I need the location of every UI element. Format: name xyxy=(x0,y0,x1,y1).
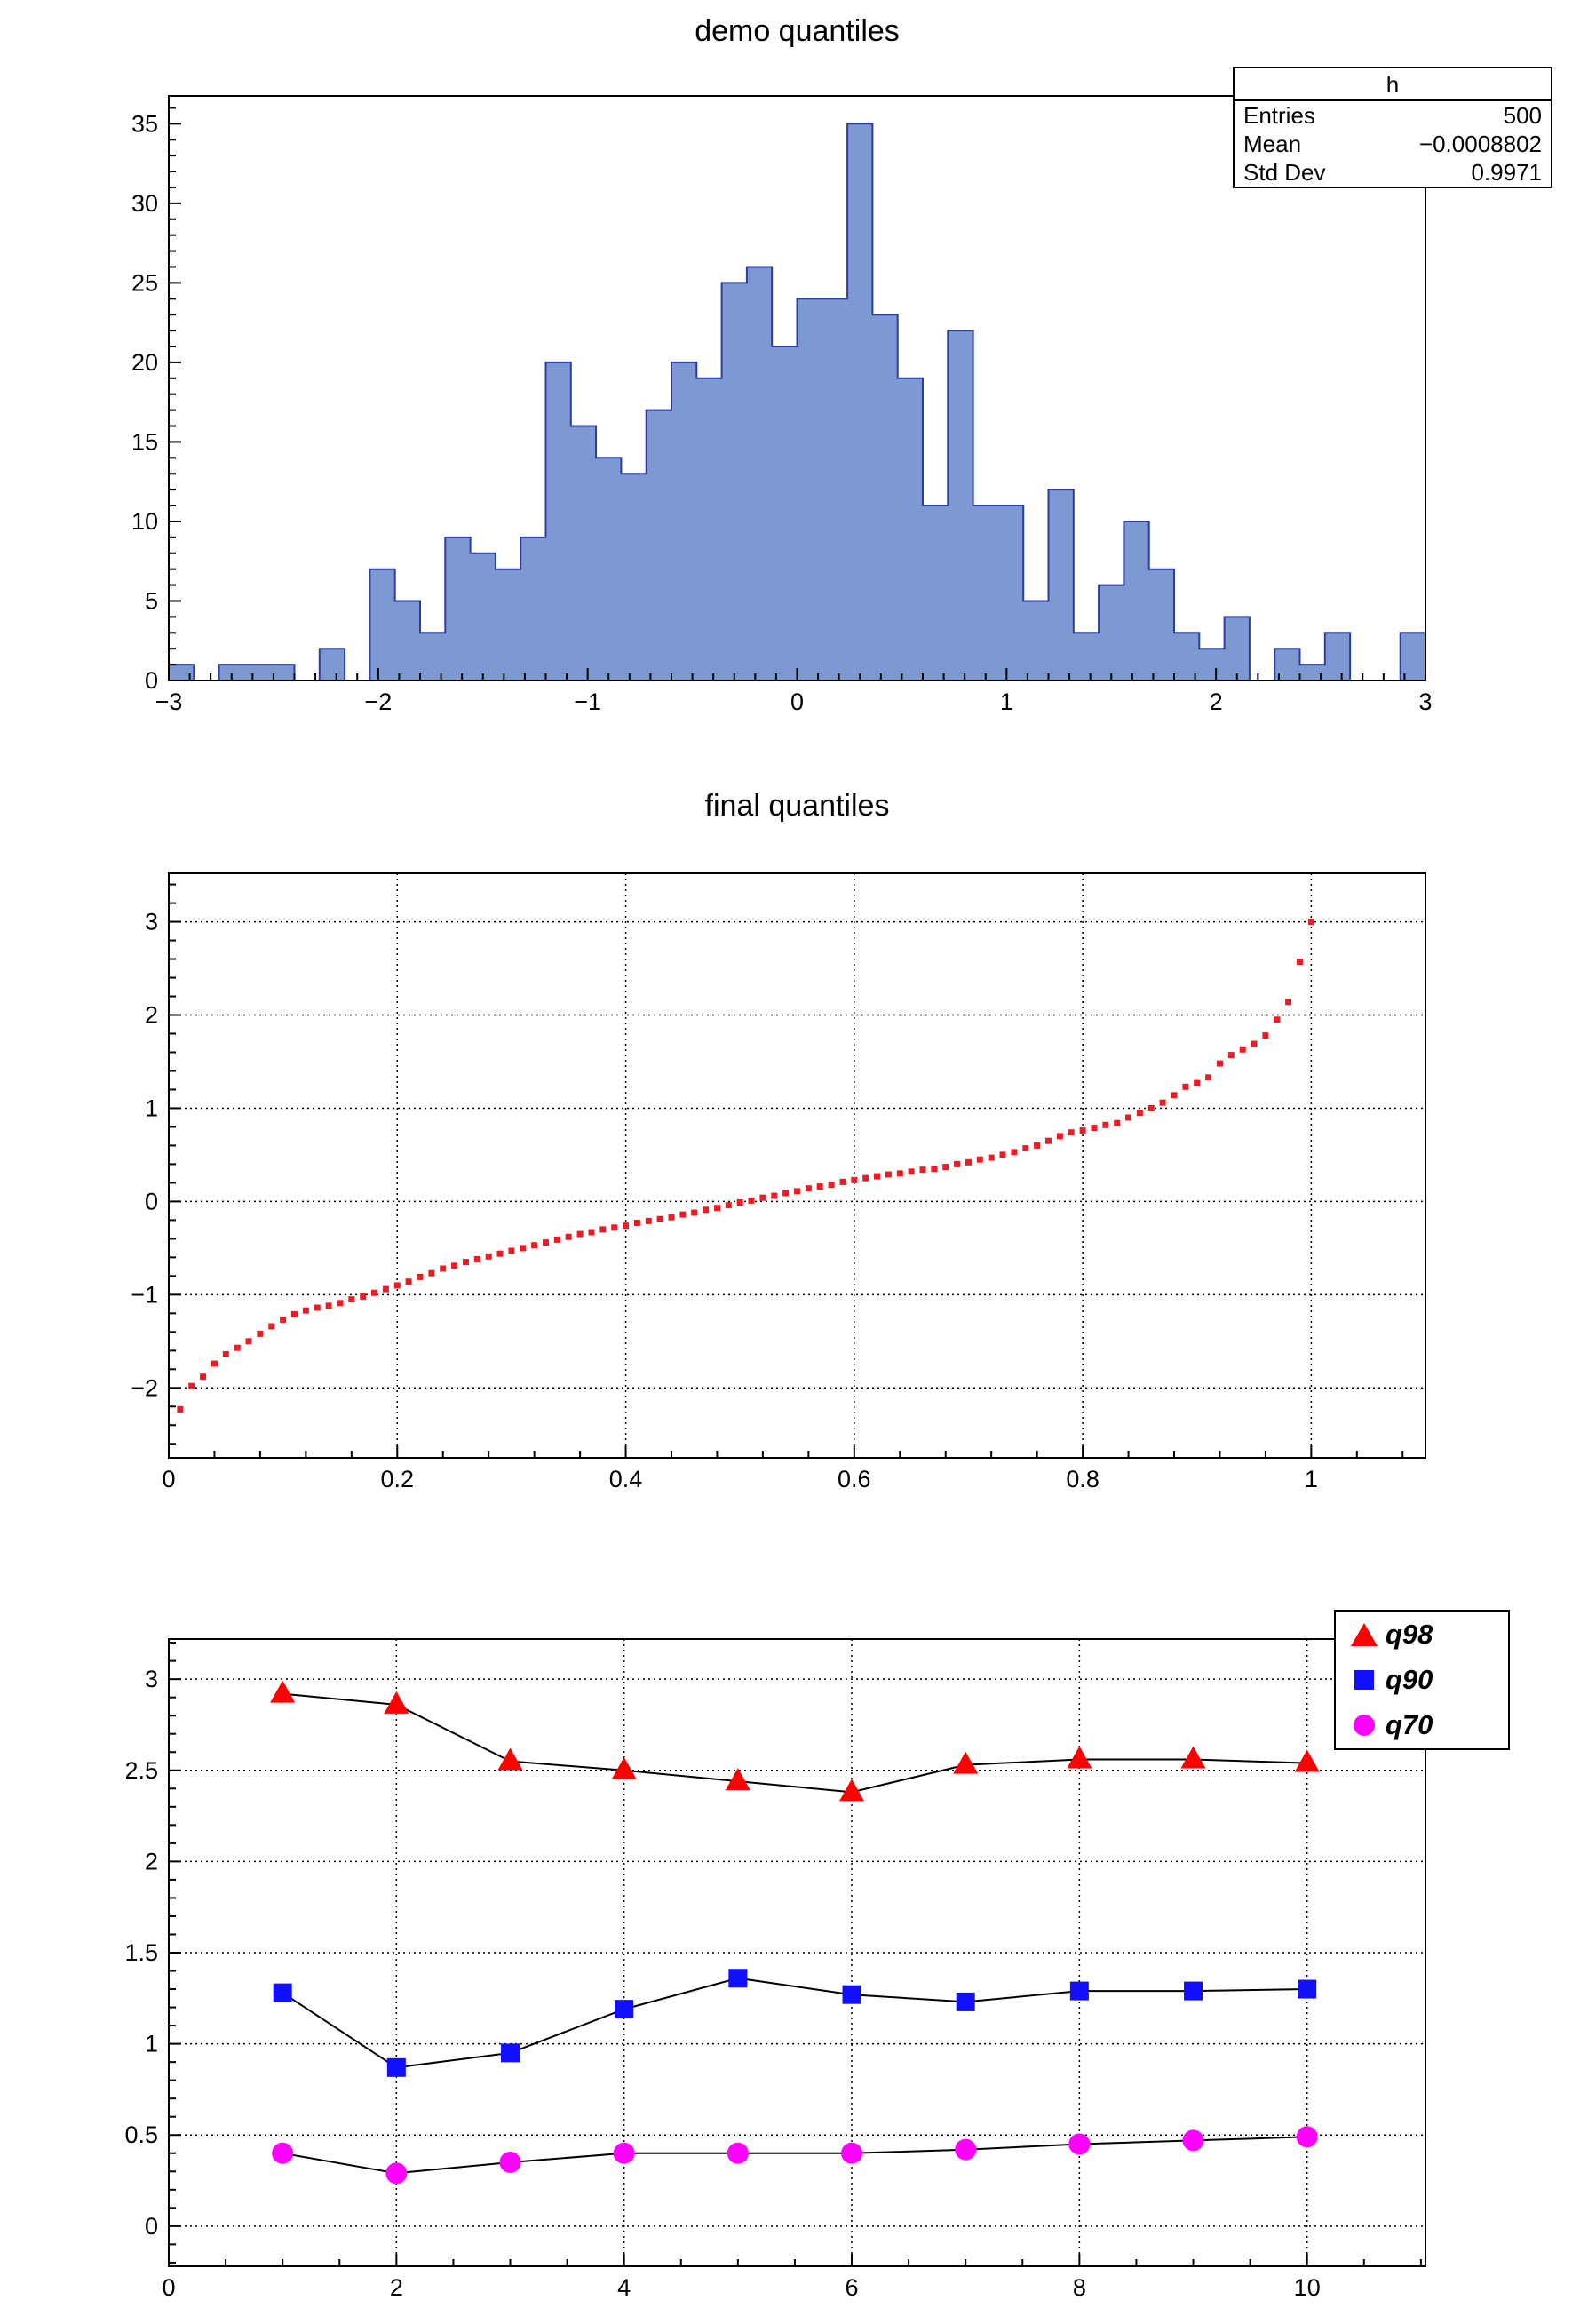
triangle-marker-icon xyxy=(1351,1622,1378,1646)
svg-text:5: 5 xyxy=(145,587,158,614)
svg-text:35: 35 xyxy=(131,110,158,137)
stats-value: 0.9971 xyxy=(1471,159,1542,186)
svg-text:−2: −2 xyxy=(131,1374,158,1401)
legend-label-q98: q98 xyxy=(1386,1618,1433,1650)
square-marker-icon xyxy=(1354,1669,1374,1690)
svg-text:15: 15 xyxy=(131,428,158,455)
svg-text:20: 20 xyxy=(131,349,158,376)
legend-item-q90: q90 xyxy=(1336,1664,1508,1696)
legend: q98 q90 q70 xyxy=(1334,1610,1510,1750)
svg-text:0.2: 0.2 xyxy=(380,1466,414,1492)
svg-text:0: 0 xyxy=(790,688,804,715)
stats-row-entries: Entries 500 xyxy=(1235,101,1551,130)
svg-text:0.6: 0.6 xyxy=(838,1466,871,1492)
legend-marker-cell xyxy=(1348,1669,1380,1690)
stats-label: Std Dev xyxy=(1243,159,1326,186)
svg-text:3: 3 xyxy=(1418,688,1432,715)
svg-text:1: 1 xyxy=(1000,688,1013,715)
svg-text:2.5: 2.5 xyxy=(124,1757,158,1784)
legend-marker-cell xyxy=(1348,1715,1380,1737)
stats-value: 500 xyxy=(1503,102,1542,129)
quantile-evolution-chart: 0 2 4 6 8 10 0 0.5 1 1.5 2 2.5 3 xyxy=(124,1638,1426,2301)
svg-text:0.5: 0.5 xyxy=(124,2121,158,2148)
circle-marker-icon xyxy=(1354,1715,1375,1737)
svg-text:10: 10 xyxy=(131,508,158,535)
svg-text:3: 3 xyxy=(145,909,158,935)
stats-box-title: h xyxy=(1235,68,1551,101)
svg-text:10: 10 xyxy=(1294,2274,1321,2301)
svg-text:−3: −3 xyxy=(155,688,183,715)
svg-text:1.5: 1.5 xyxy=(124,1939,158,1966)
svg-text:1: 1 xyxy=(1305,1466,1318,1492)
svg-text:−2: −2 xyxy=(364,688,392,715)
stats-label: Entries xyxy=(1243,102,1315,129)
stats-label: Mean xyxy=(1243,131,1302,157)
svg-text:2: 2 xyxy=(390,2274,403,2301)
legend-marker-cell xyxy=(1348,1622,1380,1646)
histogram-title: demo quantiles xyxy=(695,14,900,48)
stats-row-mean: Mean −0.0008802 xyxy=(1235,130,1551,158)
svg-text:3: 3 xyxy=(145,1666,158,1692)
legend-label-q70: q70 xyxy=(1386,1709,1433,1741)
quantile-plot-title: final quantiles xyxy=(704,789,890,823)
svg-text:2: 2 xyxy=(145,1848,158,1874)
svg-text:−1: −1 xyxy=(574,688,601,715)
legend-item-q98: q98 xyxy=(1336,1619,1508,1651)
svg-text:4: 4 xyxy=(617,2274,631,2301)
stats-value: −0.0008802 xyxy=(1418,131,1542,157)
svg-text:30: 30 xyxy=(131,190,158,217)
svg-text:2: 2 xyxy=(145,1002,158,1029)
stats-box: h Entries 500 Mean −0.0008802 Std Dev 0.… xyxy=(1233,67,1552,188)
svg-text:25: 25 xyxy=(131,269,158,296)
legend-item-q70: q70 xyxy=(1336,1709,1508,1741)
svg-text:0.4: 0.4 xyxy=(609,1466,643,1492)
svg-text:1: 1 xyxy=(145,2031,158,2057)
svg-text:0: 0 xyxy=(145,2213,158,2240)
svg-text:6: 6 xyxy=(846,2274,859,2301)
svg-text:0: 0 xyxy=(162,2274,175,2301)
svg-text:−1: −1 xyxy=(131,1281,158,1308)
svg-text:0: 0 xyxy=(145,667,158,694)
svg-text:0: 0 xyxy=(162,1466,175,1492)
quantile-scatter-chart: 0 0.2 0.4 0.6 0.8 1 −2 −1 0 1 2 3 xyxy=(131,872,1426,1492)
svg-text:8: 8 xyxy=(1073,2274,1086,2301)
svg-text:0: 0 xyxy=(145,1188,158,1214)
svg-text:1: 1 xyxy=(145,1094,158,1121)
svg-text:2: 2 xyxy=(1210,688,1223,715)
legend-label-q90: q90 xyxy=(1386,1663,1433,1695)
svg-text:0.8: 0.8 xyxy=(1066,1466,1100,1492)
stats-row-stddev: Std Dev 0.9971 xyxy=(1235,158,1551,187)
